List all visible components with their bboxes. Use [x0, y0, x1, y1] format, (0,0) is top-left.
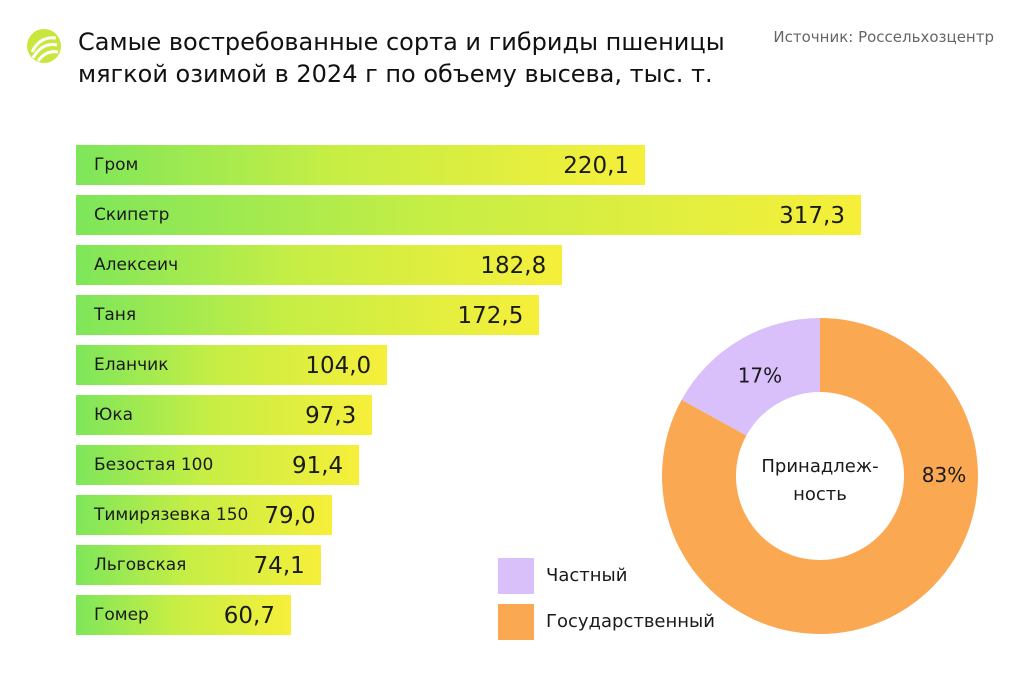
chart-title-line2: мягкой озимой в 2024 г по объему высева,…	[78, 60, 713, 88]
donut-center-label: Принадлеж-	[761, 456, 878, 477]
bar-label: Безостая 100	[94, 455, 214, 475]
bar-label: Алексеич	[94, 255, 179, 275]
donut-slice-label: 17%	[738, 363, 782, 387]
bar-label: Еланчик	[94, 355, 169, 375]
bar-label: Гомер	[94, 605, 149, 625]
bar-label: Таня	[94, 305, 137, 325]
bar-value-label: 60,7	[223, 603, 275, 629]
logo-icon	[27, 29, 61, 63]
bar: Гомер 60,7	[76, 595, 291, 635]
bar-value-label: 220,1	[563, 153, 630, 179]
bar-label: Льговская	[94, 555, 187, 575]
chart-title-line1: Самые востребованные сорта и гибриды пше…	[78, 28, 725, 56]
bar-value-label: 74,1	[253, 553, 305, 579]
bar: Льговская 74,1	[76, 545, 321, 585]
legend-swatch	[498, 558, 534, 594]
bar-label: Тимирязевка 150	[94, 505, 249, 525]
bar-label: Скипетр	[94, 205, 170, 225]
bar: Скипетр 317,3	[76, 195, 861, 235]
legend-swatch	[498, 604, 534, 640]
bar-value-label: 182,8	[480, 253, 547, 279]
donut-center-label: ность	[793, 484, 847, 505]
legend-label: Государственный	[546, 611, 715, 632]
bar-value-label: 79,0	[264, 503, 316, 529]
bar-value-label: 317,3	[779, 203, 845, 229]
legend-label: Частный	[546, 565, 628, 586]
donut-slice-label: 83%	[922, 463, 966, 487]
bar-value-label: 172,5	[457, 303, 524, 329]
bar-value-label: 104,0	[305, 353, 372, 379]
bar: Гром 220,1	[76, 145, 646, 185]
donut-slice	[662, 318, 978, 634]
bar-value-label: 91,4	[291, 453, 344, 479]
bar: Тимирязевка 150 79,0	[76, 495, 332, 535]
bar: Еланчик 104,0	[76, 345, 388, 385]
bar: Безостая 100 91,4	[76, 445, 360, 485]
bar-label: Гром	[94, 155, 139, 175]
bar: Юка 97,3	[76, 395, 373, 435]
donut-chart: 17% 83% Принадлеж-ность	[662, 318, 978, 634]
chart-title: Самые востребованные сорта и гибриды пше…	[78, 26, 738, 90]
bar: Таня 172,5	[76, 295, 540, 335]
donut-slice	[681, 318, 820, 436]
bar: Алексеич 182,8	[76, 245, 563, 285]
bar-label: Юка	[94, 405, 134, 425]
bar-value-label: 97,3	[305, 403, 357, 429]
source-note: Источник: Россельхозцентр	[773, 28, 994, 46]
